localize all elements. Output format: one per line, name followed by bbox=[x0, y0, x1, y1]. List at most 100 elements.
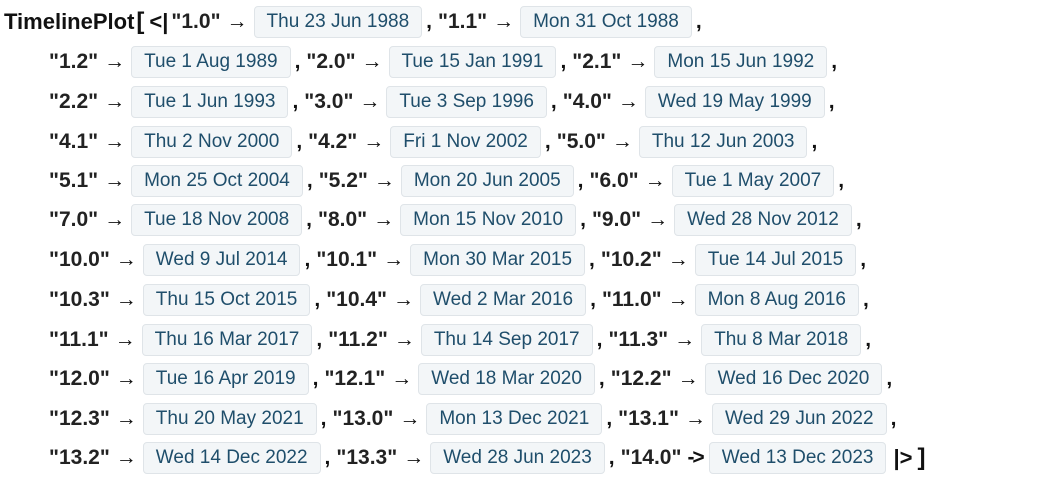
date-object[interactable]: Wed 18 Mar 2020 bbox=[418, 363, 595, 395]
date-object[interactable]: Thu 15 Oct 2015 bbox=[142, 284, 311, 316]
rule-arrow: → bbox=[393, 328, 415, 351]
version-key: "10.2" bbox=[600, 248, 662, 271]
version-key: "8.0" bbox=[318, 208, 368, 231]
date-object[interactable]: Mon 31 Oct 1988 bbox=[520, 6, 692, 38]
date-object[interactable]: Wed 28 Jun 2023 bbox=[430, 442, 605, 474]
date-object[interactable]: Tue 16 Apr 2019 bbox=[142, 363, 309, 395]
rule-arrow: → bbox=[359, 90, 381, 113]
date-object[interactable]: Wed 9 Jul 2014 bbox=[142, 244, 301, 276]
comma: , bbox=[292, 90, 299, 113]
date-object[interactable]: Thu 14 Sep 2017 bbox=[420, 324, 593, 356]
date-object[interactable]: Mon 30 Mar 2015 bbox=[410, 244, 586, 276]
date-object[interactable]: Thu 12 Jun 2003 bbox=[638, 126, 808, 158]
code-line: "4.1" → Thu 2 Nov 2000, "4.2" → Fri 1 Nov 20… bbox=[49, 124, 823, 160]
version-key: "10.3" bbox=[49, 288, 110, 311]
rule-arrow: → bbox=[115, 407, 137, 430]
comma: , bbox=[598, 367, 605, 390]
rule-arrow: → bbox=[677, 367, 699, 390]
date-object[interactable]: Tue 3 Sep 1996 bbox=[386, 86, 547, 118]
date-object[interactable]: Wed 16 Dec 2020 bbox=[704, 363, 883, 395]
rule-arrow: → bbox=[403, 446, 425, 469]
rule-arrow: → bbox=[115, 446, 137, 469]
date-object[interactable]: Thu 2 Nov 2000 bbox=[131, 126, 293, 158]
date-object[interactable]: Wed 2 Mar 2016 bbox=[419, 284, 587, 316]
rule-arrow: → bbox=[361, 50, 383, 73]
date-object[interactable]: Tue 1 Jun 1993 bbox=[131, 86, 289, 118]
version-key: "10.4" bbox=[326, 288, 387, 311]
code-line: "10.0" → Wed 9 Jul 2014, "10.1" → Mon 30 Mar… bbox=[49, 242, 872, 278]
rule-arrow: → bbox=[104, 130, 126, 153]
comma: , bbox=[865, 328, 872, 351]
comma: , bbox=[606, 407, 613, 430]
version-key: "2.2" bbox=[49, 90, 99, 113]
comma: , bbox=[695, 10, 702, 33]
rule-arrow-ascii: -> bbox=[687, 446, 704, 469]
rule-arrow: → bbox=[392, 288, 414, 311]
date-object[interactable]: Wed 19 May 1999 bbox=[644, 86, 825, 118]
date-object[interactable]: Mon 15 Nov 2010 bbox=[400, 204, 577, 236]
version-key: "12.2" bbox=[610, 367, 672, 390]
date-object[interactable]: Tue 14 Jul 2015 bbox=[694, 244, 857, 276]
comma: , bbox=[890, 407, 897, 430]
rule-arrow: → bbox=[617, 90, 639, 113]
rule-arrow: → bbox=[391, 367, 413, 390]
comma: , bbox=[316, 328, 323, 351]
rule-arrow: → bbox=[104, 90, 126, 113]
version-key: "12.0" bbox=[49, 367, 110, 390]
rule-arrow: → bbox=[115, 248, 137, 271]
date-object[interactable]: Wed 28 Nov 2012 bbox=[674, 204, 852, 236]
date-object[interactable]: Mon 15 Jun 1992 bbox=[654, 46, 828, 78]
comma: , bbox=[855, 208, 862, 231]
comma: , bbox=[426, 10, 432, 33]
rule-arrow: → bbox=[627, 50, 649, 73]
version-key: "13.2" bbox=[49, 446, 110, 469]
date-object[interactable]: Mon 13 Dec 2021 bbox=[426, 403, 603, 435]
version-key: "11.2" bbox=[328, 328, 388, 351]
date-object[interactable]: Mon 25 Oct 2004 bbox=[131, 165, 303, 197]
rule-arrow: → bbox=[115, 288, 137, 311]
date-object[interactable]: Tue 18 Nov 2008 bbox=[131, 204, 303, 236]
version-key: "11.0" bbox=[601, 288, 662, 311]
comma: , bbox=[296, 130, 303, 153]
date-object[interactable]: Wed 13 Dec 2023 bbox=[708, 442, 887, 474]
version-key: "10.0" bbox=[49, 248, 110, 271]
date-object[interactable]: Wed 14 Dec 2022 bbox=[142, 442, 321, 474]
comma: , bbox=[320, 407, 327, 430]
rule-arrow: → bbox=[383, 248, 405, 271]
version-key: "1.0" bbox=[171, 10, 221, 33]
version-key: "13.3" bbox=[336, 446, 398, 469]
version-key: "2.0" bbox=[306, 50, 356, 73]
rule-arrow: → bbox=[667, 248, 689, 271]
date-object[interactable]: Mon 20 Jun 2005 bbox=[400, 165, 574, 197]
date-object[interactable]: Tue 1 Aug 1989 bbox=[131, 46, 291, 78]
comma: , bbox=[324, 446, 331, 469]
date-object[interactable]: Tue 15 Jan 1991 bbox=[388, 46, 557, 78]
date-object[interactable]: Wed 29 Jun 2022 bbox=[711, 403, 887, 435]
comma: , bbox=[831, 50, 838, 73]
code-line: "13.2" → Wed 14 Dec 2022, "13.3" → Wed 28 Ju… bbox=[49, 440, 927, 476]
comma: , bbox=[314, 288, 321, 311]
date-object[interactable]: Mon 8 Aug 2016 bbox=[694, 284, 859, 316]
date-object[interactable]: Thu 20 May 2021 bbox=[142, 403, 317, 435]
version-key: "4.1" bbox=[49, 130, 99, 153]
date-object[interactable]: Tue 1 May 2007 bbox=[671, 165, 835, 197]
date-object[interactable]: Thu 23 Jun 1988 bbox=[253, 6, 423, 38]
association-close: |> bbox=[893, 445, 913, 470]
date-object[interactable]: Thu 8 Mar 2018 bbox=[701, 324, 862, 356]
association-open: <| bbox=[149, 9, 169, 34]
comma: , bbox=[550, 90, 557, 113]
rule-arrow: → bbox=[104, 169, 126, 192]
version-key: "5.2" bbox=[318, 169, 368, 192]
comma: , bbox=[608, 446, 615, 469]
version-key: "3.0" bbox=[304, 90, 354, 113]
comma: , bbox=[580, 208, 586, 231]
version-key: "11.3" bbox=[608, 328, 669, 351]
comma: , bbox=[811, 130, 818, 153]
open-bracket: [ bbox=[136, 8, 145, 35]
comma: , bbox=[577, 169, 584, 192]
date-object[interactable]: Fri 1 Nov 2002 bbox=[390, 126, 541, 158]
version-key: "12.3" bbox=[49, 407, 110, 430]
date-object[interactable]: Thu 16 Mar 2017 bbox=[141, 324, 313, 356]
comma: , bbox=[312, 367, 319, 390]
